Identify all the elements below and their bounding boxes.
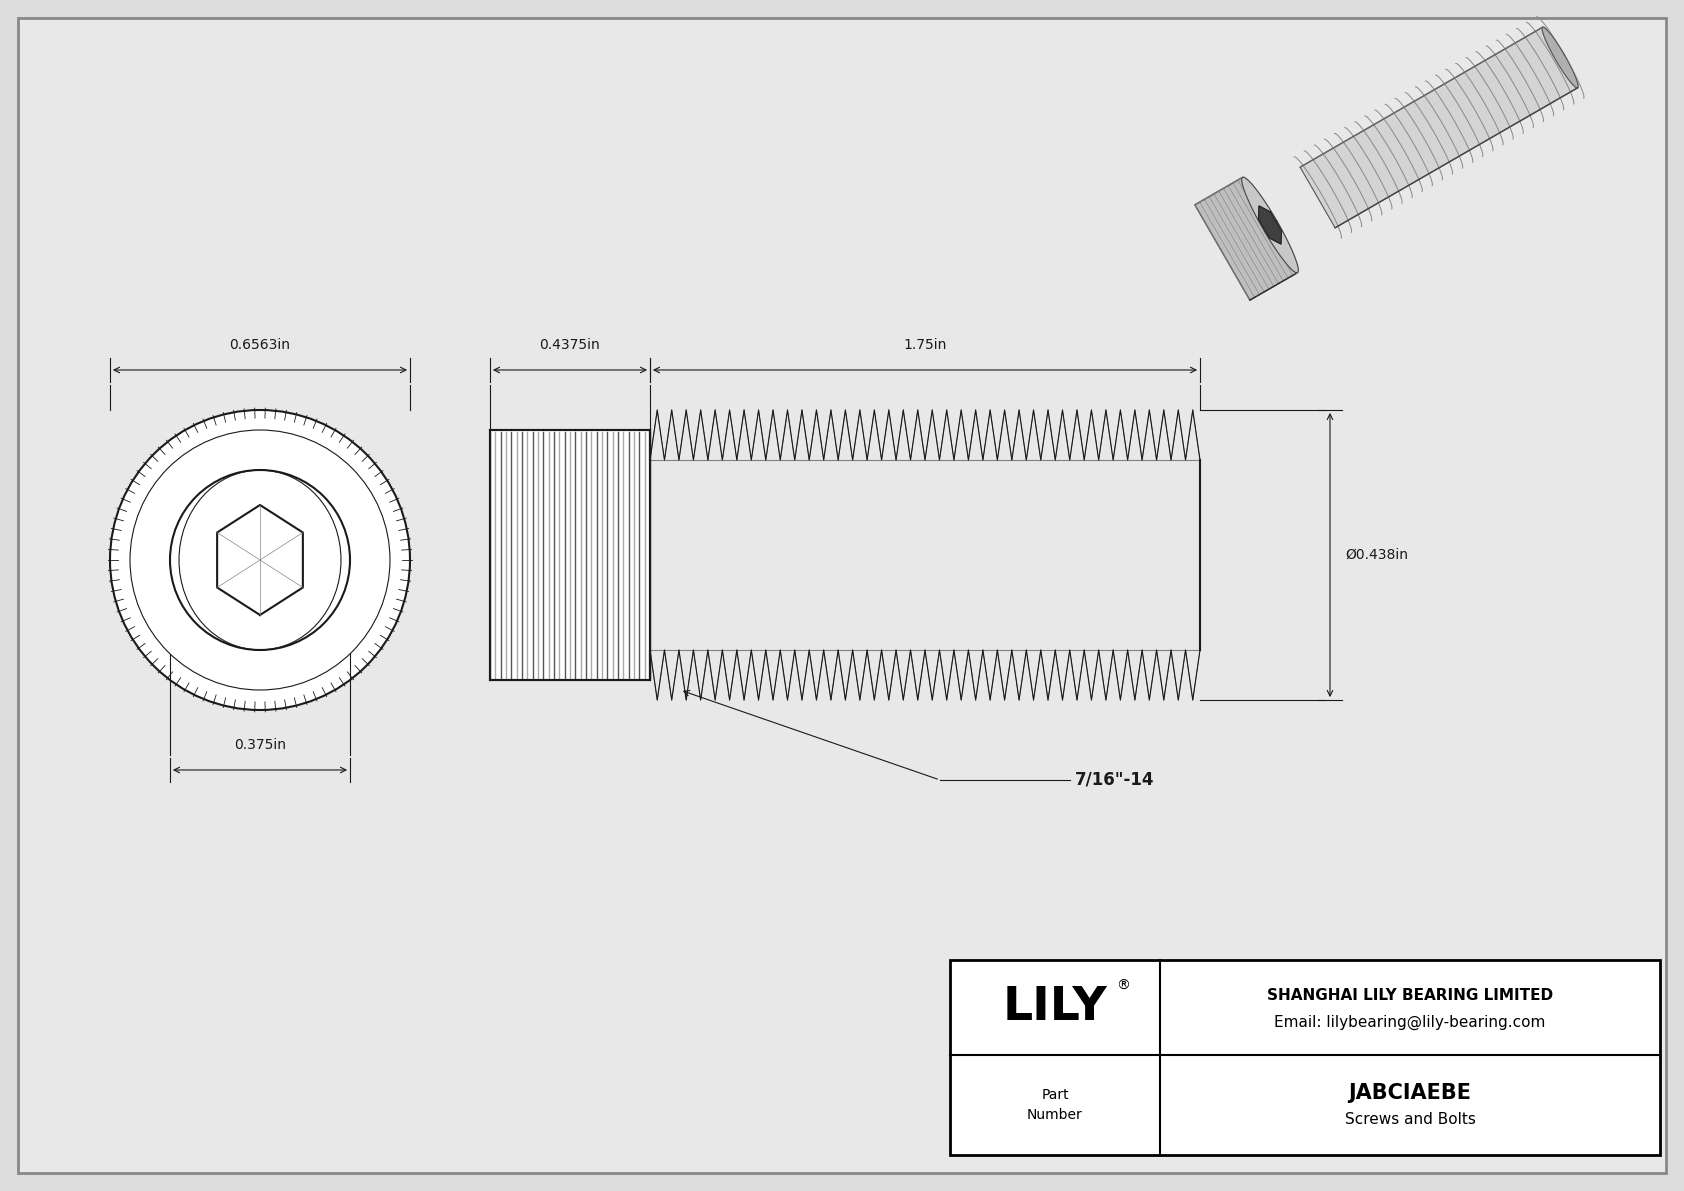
Text: JABCIAEBE: JABCIAEBE (1349, 1083, 1472, 1103)
Text: Email: lilybearing@lily-bearing.com: Email: lilybearing@lily-bearing.com (1275, 1015, 1546, 1030)
Text: Part: Part (1041, 1089, 1069, 1102)
Text: 0.375in: 0.375in (234, 738, 286, 752)
Text: 0.6563in: 0.6563in (229, 338, 291, 353)
Polygon shape (1300, 27, 1578, 227)
Text: 1.75in: 1.75in (903, 338, 946, 353)
Text: Screws and Bolts: Screws and Bolts (1344, 1111, 1475, 1127)
Circle shape (170, 470, 350, 650)
Circle shape (109, 410, 409, 710)
Circle shape (130, 430, 391, 690)
Text: ®: ® (1116, 979, 1130, 992)
Text: 0.4375in: 0.4375in (539, 338, 601, 353)
Polygon shape (1241, 177, 1298, 273)
Text: Ø0.438in: Ø0.438in (1346, 548, 1408, 562)
Polygon shape (1196, 177, 1297, 300)
Text: SHANGHAI LILY BEARING LIMITED: SHANGHAI LILY BEARING LIMITED (1266, 989, 1553, 1003)
Polygon shape (1258, 206, 1282, 244)
Text: Number: Number (1027, 1108, 1083, 1122)
Bar (490, 430, 650, 680)
Bar (950, 960, 1660, 1155)
Polygon shape (1543, 27, 1578, 88)
Text: 7/16"-14: 7/16"-14 (1074, 771, 1155, 788)
Text: LILY: LILY (1002, 985, 1108, 1030)
